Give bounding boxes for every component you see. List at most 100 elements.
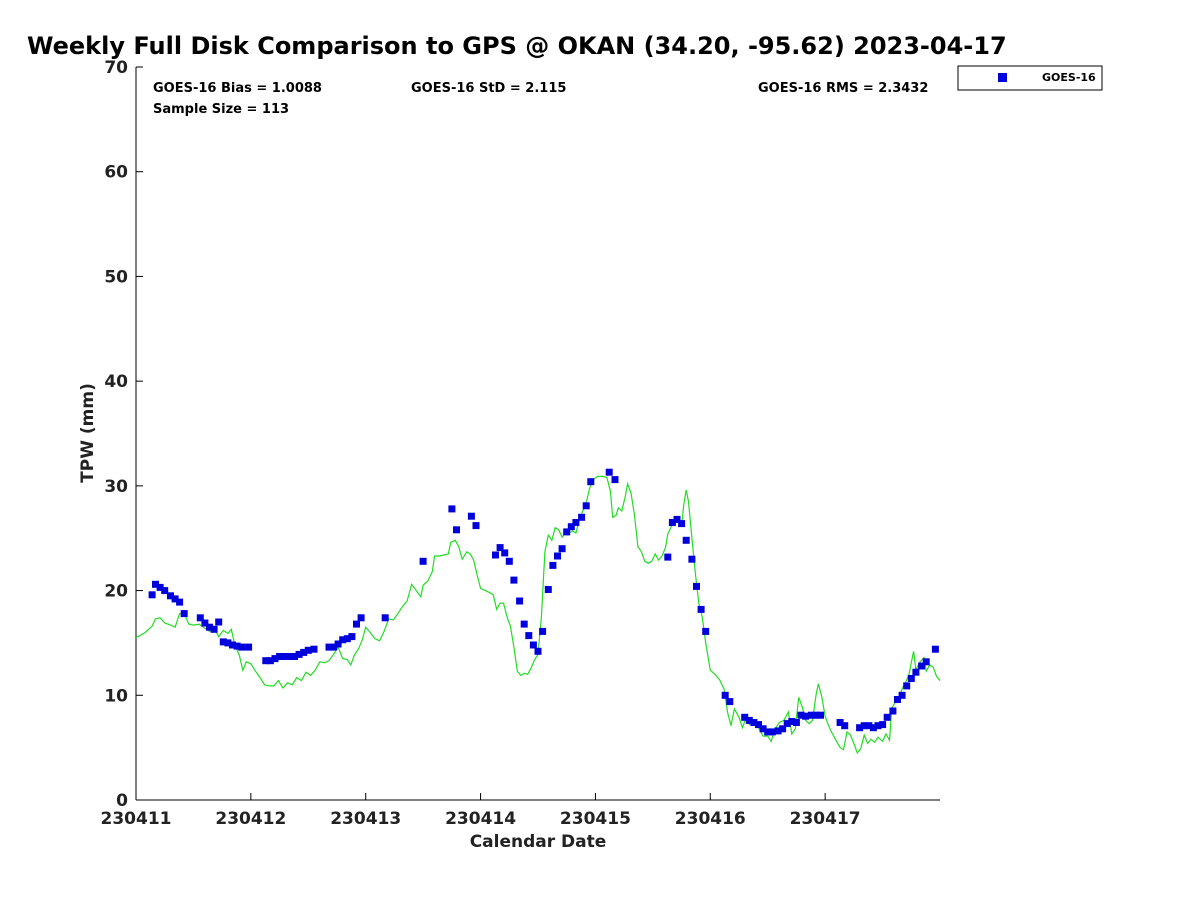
goes16-point: [353, 620, 360, 628]
goes16-point: [549, 561, 557, 569]
goes16-point: [774, 727, 782, 735]
goes16-point: [300, 648, 308, 656]
goes16-point: [567, 523, 575, 531]
goes16-point: [224, 639, 232, 647]
goes16-point: [907, 675, 915, 682]
goes16-point: [668, 519, 676, 526]
goes16-point: [605, 468, 613, 476]
goes16-point: [310, 645, 318, 653]
goes16-point: [330, 643, 338, 651]
goes16-point: [516, 597, 524, 605]
goes16-point: [381, 614, 389, 622]
goes16-point: [807, 711, 815, 719]
goes16-point: [865, 722, 873, 730]
y-tick-label: 60: [104, 163, 128, 183]
goes16-point: [206, 623, 213, 631]
goes16-point: [201, 619, 209, 627]
goes16-point: [510, 576, 518, 584]
goes16-point: [817, 711, 824, 719]
goes16-point: [922, 658, 930, 666]
goes16-point: [697, 605, 705, 613]
goes16-point: [453, 526, 460, 534]
goes16-point: [836, 719, 844, 726]
y-tick-label: 70: [104, 58, 128, 78]
goes16-point: [721, 691, 729, 699]
goes16-point: [869, 724, 877, 732]
goes16-point: [325, 643, 333, 651]
goes16-point: [582, 502, 590, 510]
goes16-point: [339, 636, 347, 644]
goes16-point: [539, 627, 547, 635]
x-tick-label: 230417: [790, 809, 861, 829]
goes16-point: [578, 513, 586, 521]
x-tick-label: 230412: [215, 809, 286, 829]
y-tick-label: 30: [104, 477, 128, 497]
goes16-points: [148, 468, 939, 736]
goes16-point: [262, 657, 270, 665]
goes16-point: [664, 553, 672, 561]
goes16-point: [682, 536, 690, 544]
legend: GOES-16: [957, 65, 1103, 91]
legend-label-goes16: GOES-16: [1042, 71, 1096, 84]
goes16-point: [245, 643, 253, 651]
goes16-point: [472, 522, 480, 530]
y-tick-label: 0: [116, 791, 128, 811]
goes16-point: [554, 552, 561, 560]
goes16-point: [534, 647, 542, 655]
x-tick-label: 230414: [445, 809, 516, 829]
gps-line-layer: [135, 475, 941, 755]
std-stat: GOES-16 StD = 2.115: [411, 81, 566, 96]
goes16-point: [812, 711, 820, 719]
goes16-point: [673, 515, 681, 523]
goes16-point: [229, 641, 236, 649]
goes16-point: [285, 653, 293, 660]
goes16-point: [879, 721, 887, 729]
goes16-point: [874, 722, 882, 730]
goes16-point: [238, 643, 246, 651]
goes16-point: [219, 638, 227, 646]
goes16-point: [802, 712, 810, 720]
plot-area: [135, 67, 940, 801]
goes16-point: [520, 620, 528, 628]
y-tick-label: 10: [104, 686, 128, 706]
goes16-point: [467, 512, 475, 520]
goes16-point: [544, 586, 552, 593]
y-tick-label: 20: [104, 582, 128, 602]
x-axis-ticks: 230411 230412 230413 230414 230415 230416 2304…: [101, 793, 861, 829]
goes16-point: [788, 718, 796, 725]
goes16-point: [196, 614, 204, 622]
x-tick-label: 230415: [560, 809, 631, 829]
goes16-point: [572, 519, 580, 526]
goes16-point: [280, 653, 288, 660]
goes16-point: [587, 478, 595, 486]
goes16-point: [894, 696, 901, 703]
x-tick-label: 230411: [101, 809, 172, 829]
goes16-point: [797, 711, 805, 719]
goes16-point: [678, 520, 686, 528]
goes16-point: [448, 505, 456, 513]
gps-tpw-line: [135, 475, 941, 755]
goes16-point: [176, 598, 184, 606]
goes16-point: [764, 728, 772, 736]
goes16-point: [233, 642, 241, 650]
goes16-point: [529, 641, 537, 649]
goes16-point: [768, 728, 776, 736]
goes16-point: [755, 721, 762, 729]
goes16-point: [745, 716, 753, 724]
goes16-point: [741, 713, 749, 721]
sample-size-stat: Sample Size = 113: [153, 102, 289, 117]
goes16-point: [266, 657, 274, 665]
goes16-point: [693, 582, 700, 590]
goes16-point: [779, 725, 787, 733]
goes16-point: [348, 633, 356, 641]
goes16-point: [889, 707, 897, 715]
goes16-point: [856, 724, 864, 732]
goes16-point: [271, 655, 279, 663]
bias-stat: GOES-16 Bias = 1.0088: [153, 81, 322, 96]
goes16-point: [167, 592, 174, 600]
goes16-point: [419, 557, 427, 565]
goes16-point: [792, 719, 800, 726]
goes16-point: [883, 713, 891, 721]
x-tick-label: 230413: [330, 809, 401, 829]
